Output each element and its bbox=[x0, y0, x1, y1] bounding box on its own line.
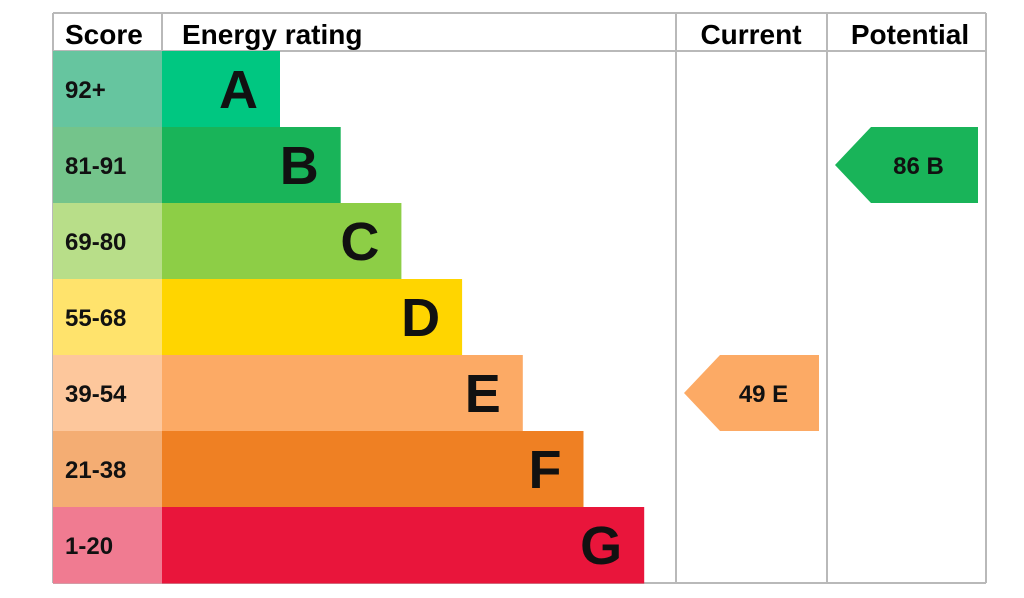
potential-rating-arrow bbox=[835, 127, 978, 203]
score-cell-c bbox=[53, 203, 162, 280]
rating-bar-c bbox=[162, 203, 402, 280]
score-range-b: 81-91 bbox=[65, 153, 126, 180]
score-range-e: 39-54 bbox=[65, 381, 127, 408]
score-cell-e bbox=[53, 355, 162, 432]
current-rating-arrow bbox=[684, 355, 819, 431]
current-rating-label: 49 E bbox=[739, 381, 788, 408]
rating-bar-b bbox=[162, 127, 341, 204]
rating-letter-f: F bbox=[529, 440, 562, 500]
score-range-f: 21-38 bbox=[65, 457, 126, 484]
score-range-g: 1-20 bbox=[65, 533, 113, 560]
score-cell-b bbox=[53, 127, 162, 204]
rating-letter-e: E bbox=[465, 364, 501, 424]
energy-rating-header: Energy rating bbox=[182, 19, 362, 50]
score-cell-a bbox=[53, 51, 162, 128]
rating-bar-e bbox=[162, 355, 523, 432]
rating-letter-g: G bbox=[580, 516, 622, 576]
rating-letter-a: A bbox=[219, 60, 258, 120]
rating-bar-d bbox=[162, 279, 463, 356]
score-range-a: 92+ bbox=[65, 77, 106, 104]
rating-arrows: 49 E 86 B bbox=[684, 127, 978, 431]
rating-bar-g bbox=[162, 507, 645, 584]
score-column: 92+ 81-91 69-80 55-68 39-54 21-38 1-20 bbox=[53, 51, 162, 584]
potential-rating-label: 86 B bbox=[893, 153, 944, 180]
rating-letter-d: D bbox=[401, 288, 440, 348]
score-cell-f bbox=[53, 431, 162, 508]
score-cell-g bbox=[53, 507, 162, 584]
score-cell-d bbox=[53, 279, 162, 356]
column-headers: Score Energy rating Current Potential bbox=[65, 19, 969, 50]
rating-letter-b: B bbox=[280, 136, 319, 196]
score-range-c: 69-80 bbox=[65, 229, 126, 256]
score-range-d: 55-68 bbox=[65, 305, 126, 332]
score-header: Score bbox=[65, 19, 143, 50]
current-header: Current bbox=[700, 19, 801, 50]
rating-letter-c: C bbox=[340, 212, 379, 272]
potential-header: Potential bbox=[851, 19, 969, 50]
rating-bar-f bbox=[162, 431, 584, 508]
rating-bar-a bbox=[162, 51, 280, 128]
